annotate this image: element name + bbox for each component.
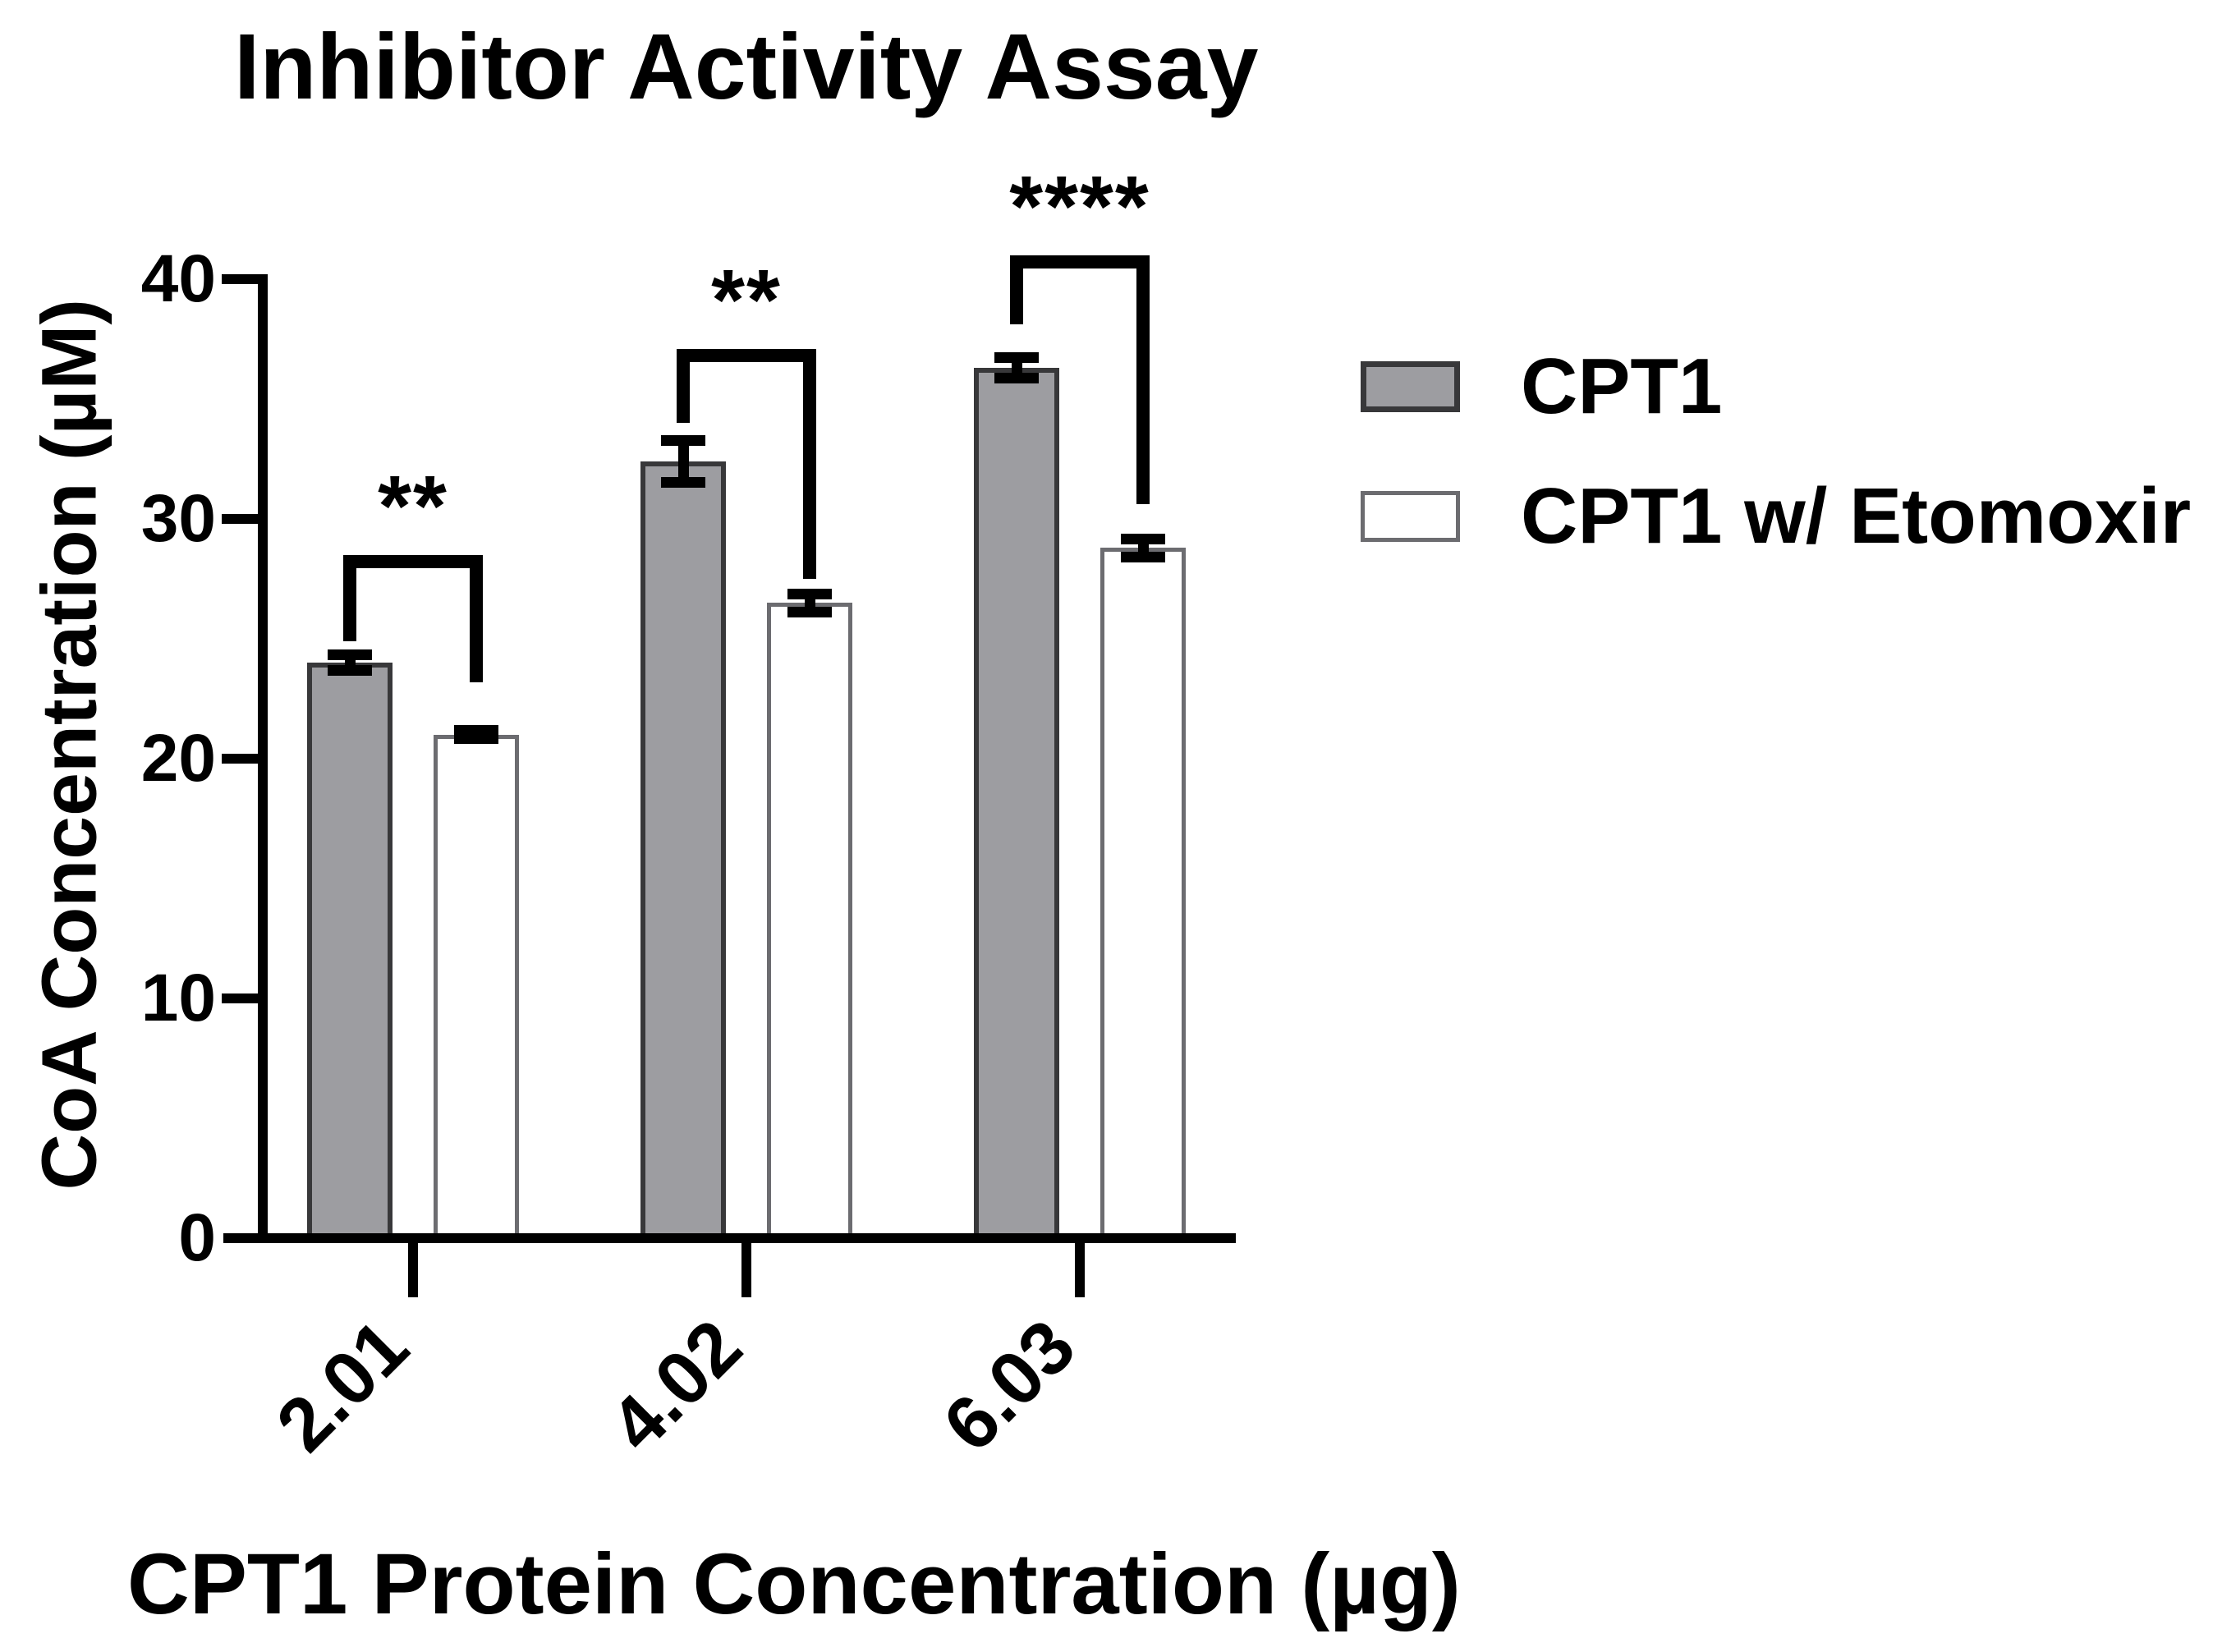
error-bar-cpt1-etomoxir-4.02-cap-top [787, 588, 832, 599]
error-bar-cpt1-6.03-cap-top [994, 352, 1039, 364]
y-tick-30 [222, 514, 263, 524]
legend-swatch-cpt1-etomoxir [1361, 491, 1460, 542]
significance-stars-4.02: ** [711, 251, 782, 348]
y-tick-10 [222, 993, 263, 1003]
error-bar-cpt1-etomoxir-6.03-cap-top [1121, 533, 1165, 544]
x-category-label-6.03: 6.03 [927, 1304, 1091, 1468]
y-tick-label-20: 20 [140, 721, 216, 796]
bar-cpt1-etomoxir-2.01 [434, 734, 519, 1238]
legend-label-cpt1: CPT1 [1521, 342, 1723, 430]
y-tick-label-0: 0 [178, 1200, 216, 1275]
y-tick-label-10: 10 [140, 961, 216, 1035]
bar-cpt1-etomoxir-6.03 [1100, 548, 1186, 1238]
legend-label-cpt1-etomoxir: CPT1 w/ Etomoxir [1521, 472, 2192, 560]
x-axis-line [223, 1233, 1236, 1243]
error-bar-cpt1-2.01-cap-bottom [328, 665, 372, 677]
chart-title: Inhibitor Activity Assay [234, 15, 1259, 118]
significance-bracket-6.03-left-leg [1010, 255, 1023, 325]
y-tick-label-30: 30 [140, 481, 216, 556]
error-bar-cpt1-4.02-stem [677, 434, 689, 489]
legend-swatch-cpt1 [1361, 361, 1460, 412]
legend-item-cpt1: CPT1 [1361, 347, 1722, 426]
significance-bracket-2.01-bar [343, 554, 483, 568]
error-bar-cpt1-2.01-cap-top [328, 649, 372, 661]
error-bar-cpt1-etomoxir-4.02-cap-bottom [787, 606, 832, 617]
error-bar-cpt1-etomoxir-6.03-cap-bottom [1121, 551, 1165, 562]
significance-bracket-2.01-right-leg [470, 554, 483, 682]
x-category-label-2.01: 2.01 [260, 1304, 425, 1468]
significance-bracket-6.03-bar [1010, 255, 1150, 268]
x-category-label-4.02: 4.02 [594, 1304, 758, 1468]
significance-bracket-6.03-right-leg [1136, 255, 1150, 505]
significance-bracket-4.02-left-leg [677, 348, 690, 424]
x-tick-6.03 [1075, 1243, 1085, 1297]
significance-bracket-4.02-bar [677, 348, 816, 362]
bar-cpt1-2.01 [307, 663, 393, 1238]
bar-cpt1-4.02 [640, 461, 726, 1238]
error-bar-cpt1-etomoxir-2.01-cap-top [454, 725, 498, 737]
y-tick-40 [222, 274, 263, 284]
significance-stars-6.03: **** [1009, 158, 1150, 255]
bar-cpt1-6.03 [974, 368, 1059, 1238]
significance-bracket-4.02-right-leg [803, 348, 816, 579]
legend-item-cpt1-etomoxir: CPT1 w/ Etomoxir [1361, 477, 2191, 556]
y-tick-label-40: 40 [140, 241, 216, 316]
significance-bracket-2.01-left-leg [343, 554, 356, 641]
significance-stars-2.01: ** [378, 457, 448, 554]
x-axis-title: CPT1 Protein Concentration (µg) [127, 1536, 1461, 1632]
error-bar-cpt1-4.02-cap-bottom [661, 477, 705, 489]
error-bar-cpt1-6.03-cap-bottom [994, 373, 1039, 384]
x-tick-4.02 [741, 1243, 751, 1297]
error-bar-cpt1-etomoxir-2.01-cap-bottom [454, 733, 498, 745]
bar-cpt1-etomoxir-4.02 [767, 603, 852, 1238]
error-bar-cpt1-4.02-cap-top [661, 434, 705, 446]
x-tick-2.01 [408, 1243, 418, 1297]
y-tick-20 [222, 754, 263, 764]
